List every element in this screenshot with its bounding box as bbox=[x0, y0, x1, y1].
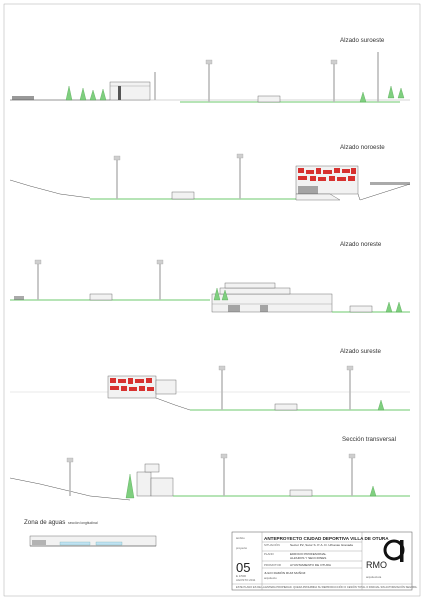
scale: E 1/500 bbox=[236, 574, 246, 578]
water-zone-subtitle: sección longitudinal bbox=[68, 521, 98, 525]
sheet-number: 05 bbox=[236, 560, 250, 575]
promotor-value: AYUNTAMIENTO DE OTURA bbox=[290, 563, 332, 567]
elevation-northeast: Alzado noreste bbox=[10, 241, 410, 313]
elevation-southwest-title: Alzado suroeste bbox=[340, 37, 385, 44]
date: AGOSTO 2011 bbox=[236, 578, 256, 582]
plano-value-1: EDIFICIO PROFESIONAL bbox=[290, 552, 327, 556]
project-label: ámbito bbox=[236, 536, 245, 540]
promotor-label: PROMOTOR bbox=[264, 563, 281, 567]
author-detail: arquitecto bbox=[264, 576, 277, 580]
water-zone-section: Zona de aguas sección longitudinal bbox=[24, 519, 157, 547]
facade-pattern-southeast bbox=[110, 378, 154, 391]
project-label-2: proyecto bbox=[236, 546, 247, 550]
elevation-southwest: Alzado suroeste bbox=[10, 37, 410, 103]
cross-section: Sección transversal bbox=[9, 436, 410, 501]
sheet-border bbox=[3, 3, 421, 597]
logo-letters: RMO bbox=[366, 560, 387, 570]
cross-section-title: Sección transversal bbox=[342, 436, 396, 443]
plano-label: PLANO bbox=[264, 552, 275, 556]
plano-value-2: ALZADOS Y SECCIONES bbox=[290, 556, 326, 560]
rmo-logo: RMO arquitectura bbox=[366, 539, 405, 579]
footer-notice: ESTE PLANO ES DE LA ENTERA PROPIEDAD. QU… bbox=[236, 584, 418, 589]
situacion-value: Sector P2, Sutor S. P. A. D. Urbanas Gra… bbox=[290, 543, 353, 547]
facade-pattern-northwest bbox=[298, 168, 356, 181]
elevation-southeast-title: Alzado sureste bbox=[340, 348, 381, 355]
elevation-northwest: Alzado noroeste bbox=[9, 144, 411, 201]
logo-subtitle: arquitectura bbox=[366, 575, 382, 579]
author: JULIO RAMÓN RUIZ MUÑOZ bbox=[264, 570, 306, 575]
elevation-northwest-title: Alzado noroeste bbox=[340, 144, 385, 151]
water-zone-title: Zona de aguas bbox=[24, 519, 65, 526]
situacion-label: SITUACIÓN bbox=[264, 542, 280, 547]
elevation-northeast-title: Alzado noreste bbox=[340, 241, 382, 248]
elevation-southeast: Alzado sureste bbox=[10, 348, 410, 411]
project-title: ANTEPROYECTO CIUDAD DEPORTIVA VILLA DE O… bbox=[264, 536, 389, 541]
title-block: ámbito proyecto ANTEPROYECTO CIUDAD DEPO… bbox=[231, 531, 418, 591]
